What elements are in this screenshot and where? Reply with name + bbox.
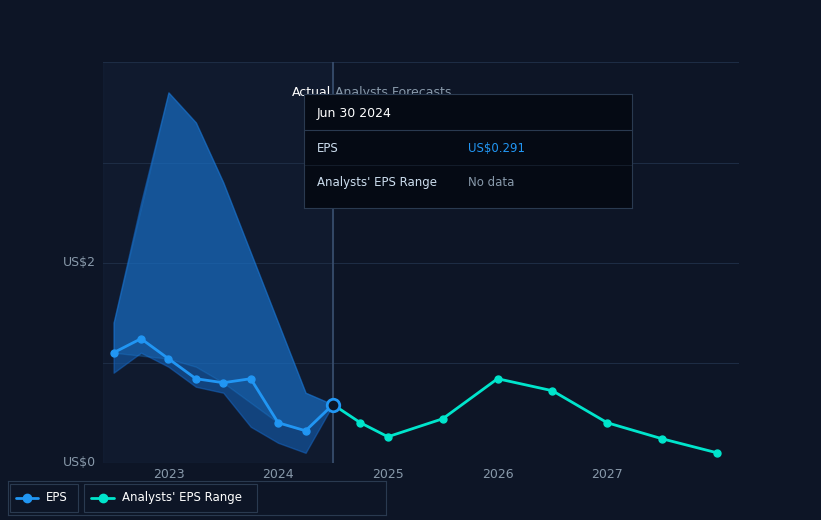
Text: Analysts Forecasts: Analysts Forecasts [335, 86, 452, 99]
FancyBboxPatch shape [10, 484, 78, 512]
FancyBboxPatch shape [84, 484, 258, 512]
Text: EPS: EPS [317, 141, 338, 154]
Text: Analysts' EPS Range: Analysts' EPS Range [122, 491, 241, 504]
Text: Analysts' EPS Range: Analysts' EPS Range [317, 176, 437, 189]
Text: US$0.291: US$0.291 [468, 141, 525, 154]
Text: Jun 30 2024: Jun 30 2024 [317, 107, 392, 120]
Text: US$2: US$2 [63, 256, 96, 269]
Text: US$0: US$0 [63, 457, 96, 469]
Text: No data: No data [468, 176, 514, 189]
Text: EPS: EPS [46, 491, 67, 504]
Text: Actual: Actual [291, 86, 331, 99]
Bar [103, 62, 333, 463]
